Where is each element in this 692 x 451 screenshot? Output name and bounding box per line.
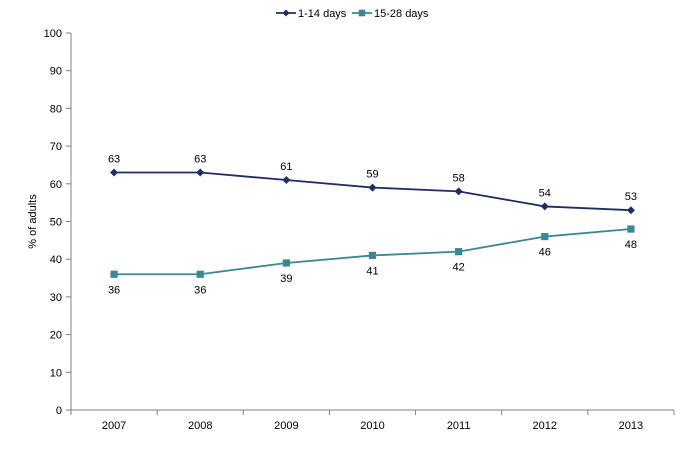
data-label: 58 (453, 172, 465, 184)
x-tick-label: 2012 (533, 420, 557, 432)
data-point (541, 232, 549, 241)
data-label: 63 (108, 153, 120, 165)
data-label: 36 (194, 284, 206, 296)
x-tick-label: 2008 (188, 420, 212, 432)
data-point (282, 259, 290, 267)
data-point (110, 270, 118, 278)
legend-label: 15-28 days (374, 8, 429, 20)
y-tick-label: 20 (50, 330, 62, 342)
data-point (368, 251, 377, 260)
data-point (368, 183, 377, 192)
data-point (110, 168, 119, 177)
x-tick-label: 2007 (102, 420, 126, 432)
x-tick-label: 2009 (274, 420, 298, 432)
y-tick-label: 10 (50, 367, 62, 379)
data-point (540, 202, 549, 211)
data-point (196, 168, 205, 177)
y-tick-label: 0 (56, 405, 62, 417)
data-point (455, 248, 463, 256)
data-point (627, 225, 635, 233)
series-layer: 63 63 61 59 58 54 53 36 36 39 41 42 46 48 (108, 153, 637, 296)
x-tick-label: 2011 (447, 420, 471, 432)
x-tick-label: 2010 (360, 420, 384, 432)
y-tick-label: 60 (50, 179, 62, 191)
legend-marker (358, 9, 366, 17)
legend-marker (282, 9, 290, 17)
data-point (626, 206, 635, 215)
data-label: 61 (280, 161, 292, 173)
data-label: 42 (453, 262, 465, 274)
data-label: 39 (280, 273, 292, 285)
y-tick-label: 50 (50, 217, 62, 229)
y-axis-title: % of adults (27, 194, 39, 249)
legend-item: 1-14 days (276, 8, 347, 20)
data-label: 41 (366, 265, 378, 277)
data-label: 54 (539, 187, 551, 199)
legend: 1-14 days 15-28 days (276, 8, 429, 20)
data-label: 48 (625, 239, 637, 251)
y-tick-label: 40 (50, 254, 62, 266)
data-label: 63 (194, 153, 206, 165)
data-label: 36 (108, 284, 120, 296)
y-tick-label: 90 (50, 66, 62, 78)
y-tick-label: 70 (50, 141, 62, 153)
data-point (454, 187, 463, 196)
data-label: 53 (625, 191, 637, 203)
data-label: 46 (539, 247, 551, 259)
data-label: 59 (366, 169, 378, 181)
legend-item: 15-28 days (352, 8, 429, 20)
series-1: 63 63 61 59 58 54 53 (108, 153, 637, 215)
y-ticks: 0 10 20 30 40 50 60 70 80 90 100 (44, 28, 71, 417)
y-tick-label: 80 (50, 103, 62, 115)
series-2: 36 36 39 41 42 46 48 (108, 225, 637, 296)
data-point (196, 270, 204, 278)
y-tick-label: 100 (44, 28, 62, 40)
data-point (282, 176, 291, 185)
axes (70, 33, 674, 411)
legend-label: 1-14 days (298, 8, 347, 20)
y-tick-label: 30 (50, 292, 62, 304)
x-tick-label: 2013 (619, 420, 643, 432)
x-ticks: 2007 2008 2009 2010 2011 2012 2013 (70, 410, 675, 432)
